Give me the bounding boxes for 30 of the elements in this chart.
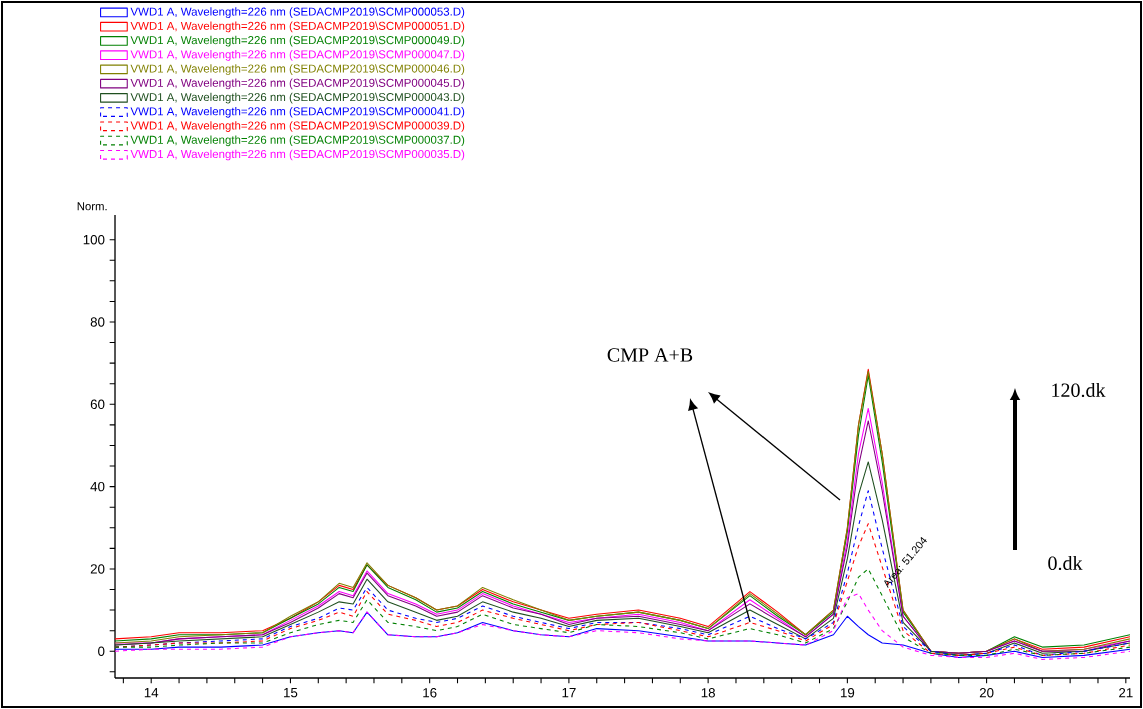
- x-tick-label: 20: [979, 688, 994, 698]
- y-tick-label: 80: [90, 317, 105, 327]
- x-tick-label: 19: [840, 688, 855, 698]
- y-tick-label: 20: [90, 564, 105, 574]
- y-tick-label: 40: [90, 481, 105, 492]
- y-axis-title: Norm.: [77, 202, 107, 211]
- legend-label: VWD1 A, Wavelength=226 nm (SEDACMP2019\SCMP000051.D): [130, 21, 465, 33]
- legend-label: VWD1 A, Wavelength=226 nm (SEDACMP2019\SCMP000049.D): [130, 35, 465, 47]
- x-tick-label: 14: [144, 688, 159, 698]
- x-tick-label: 18: [701, 688, 715, 698]
- y-tick-label: 0: [98, 646, 105, 656]
- annotation: 120.dk: [1052, 382, 1106, 398]
- annotation: 0.dk: [1048, 555, 1083, 571]
- line-series: [115, 568, 1130, 656]
- x-tick-label: 16: [423, 688, 437, 698]
- x-tick-label: 17: [562, 688, 576, 698]
- y-tick-label: 100: [83, 234, 105, 245]
- legend-label: VWD1 A, Wavelength=226 nm (SEDACMP2019\SCMP000045.D): [130, 78, 465, 90]
- x-tick-label: 15: [284, 688, 298, 698]
- y-tick-label: 60: [90, 399, 105, 410]
- legend-label: VWD1 A, Wavelength=226 nm (SEDACMP2019\SCMP000047.D): [130, 49, 465, 61]
- x-tick-label: 21: [1119, 688, 1133, 698]
- legend-label: VWD1 A, Wavelength=226 nm (SEDACMP2019\SCMP000046.D): [130, 64, 465, 75]
- legend-label: VWD1 A, Wavelength=226 nm (SEDACMP2019\SCMP000037.D): [130, 135, 465, 147]
- legend-label: VWD1 A, Wavelength=226 nm (SEDACMP2019\SCMP000041.D): [130, 106, 465, 118]
- legend-label: VWD1 A, Wavelength=226 nm (SEDACMP2019\SCMP000043.D): [130, 92, 465, 104]
- legend-label: VWD1 A, Wavelength=226 nm (SEDACMP2019\SCMP000035.D): [130, 149, 465, 161]
- legend-label: VWD1 A, Wavelength=226 nm (SEDACMP2019\SCMP000039.D): [130, 121, 465, 132]
- legend-label: VWD1 A, Wavelength=226 nm (SEDACMP2019\SCMP000053.D): [130, 7, 465, 18]
- annotation: CMP A+B: [607, 348, 693, 362]
